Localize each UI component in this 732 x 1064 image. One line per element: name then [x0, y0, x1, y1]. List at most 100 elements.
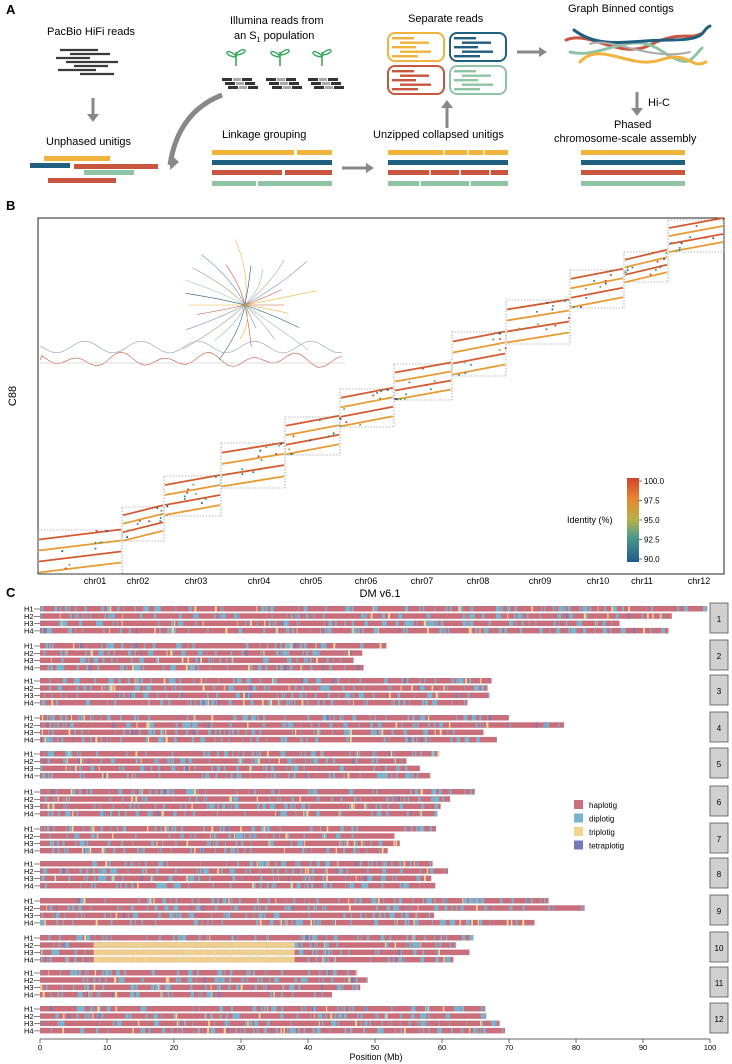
tig-segment [310, 826, 313, 832]
tig-segment [146, 935, 148, 941]
tig-segment [356, 751, 358, 757]
tig-segment [116, 657, 118, 664]
tig-segment [166, 789, 171, 795]
tig-segment [145, 1006, 147, 1012]
tig-segment [48, 970, 50, 976]
tig-segment [485, 905, 488, 911]
tig-segment [72, 919, 74, 926]
tig-segment [554, 606, 556, 612]
tig-segment [385, 715, 387, 721]
tig-segment [394, 898, 396, 904]
tig-segment [596, 620, 599, 627]
x-axis-tick-label: 40 [304, 1043, 312, 1052]
tig-segment [94, 678, 97, 684]
tig-segment [44, 796, 46, 802]
tig-segment [558, 613, 562, 619]
tig-segment [67, 956, 69, 963]
tig-segment [133, 715, 136, 721]
tig-segment [116, 882, 118, 889]
alignment-dot [504, 347, 507, 350]
tig-segment [327, 970, 329, 976]
tig-segment [307, 772, 309, 779]
tig-segment [243, 1027, 246, 1034]
tig-segment [169, 678, 172, 684]
tig-segment [458, 606, 461, 612]
tig-segment [319, 919, 321, 926]
illumina-sub: 1 [257, 37, 261, 44]
tig-segment [627, 613, 630, 619]
tig-segment [261, 826, 264, 832]
tig-segment [466, 613, 468, 619]
tig-segment [42, 919, 46, 926]
tig-segment [211, 1027, 216, 1034]
alignment-line [394, 370, 452, 383]
tig-segment [298, 949, 303, 956]
tig-segment [379, 722, 381, 728]
tig-segment [161, 729, 162, 736]
tig-segment [97, 833, 99, 839]
tig-segment [353, 803, 355, 810]
tig-segment [232, 875, 235, 882]
tig-segment [300, 722, 301, 728]
tig-segment [429, 826, 432, 832]
tig-segment [250, 736, 252, 743]
tig-segment [128, 627, 131, 634]
tig-segment [120, 664, 124, 671]
alignment-dot [517, 327, 520, 330]
tig-segment [338, 868, 343, 874]
tig-segment [103, 935, 105, 941]
alignment-dot [64, 567, 67, 570]
read-segment [289, 82, 299, 85]
tig-segment [411, 1006, 416, 1012]
chromosome-label-chr07: chr07 [411, 576, 434, 586]
tig-segment [173, 810, 177, 817]
tig-segment [565, 613, 568, 619]
chromosome-number: 4 [717, 724, 722, 733]
tig-segment [372, 692, 375, 699]
tig-segment [256, 751, 258, 757]
haplotype-label: H1 [24, 605, 34, 614]
tig-segment [279, 919, 281, 926]
tig-segment [355, 758, 358, 764]
tig-segment [202, 868, 205, 874]
tig-segment [303, 847, 305, 854]
tig-segment [131, 796, 133, 802]
tig-segment [456, 678, 459, 684]
tig-segment [233, 833, 235, 839]
tig-segment [266, 826, 271, 832]
tig-segment [480, 898, 485, 904]
tig-segment [316, 919, 317, 926]
alignment-dot [265, 446, 268, 449]
tig-segment [267, 882, 269, 889]
tig-segment [209, 664, 211, 671]
tig-segment [417, 1020, 419, 1027]
tig-segment [378, 729, 381, 736]
tig-segment [411, 736, 414, 743]
tig-segment [395, 840, 398, 847]
tig-segment [133, 984, 135, 991]
chromosome-number: 7 [717, 835, 722, 844]
tig-segment [323, 942, 330, 948]
tig-segment [85, 613, 87, 619]
tig-segment [280, 736, 283, 743]
tig-segment [412, 898, 414, 904]
tig-segment [372, 751, 375, 757]
tig-segment [82, 613, 84, 619]
tig-segment [295, 613, 297, 619]
tig-segment [170, 912, 172, 919]
tig-segment [65, 765, 67, 772]
alignment-line [394, 388, 452, 401]
tig-segment [194, 643, 196, 649]
tig-segment [365, 620, 368, 627]
tig-segment [418, 715, 420, 721]
tig-segment [427, 1013, 430, 1019]
tig-segment [339, 715, 342, 721]
tig-segment [60, 692, 62, 699]
tig-segment [376, 1013, 379, 1019]
tig-segment [402, 882, 408, 889]
tig-segment [438, 692, 440, 699]
tig-segment [224, 847, 227, 854]
tig-segment [100, 758, 102, 764]
tig-segment [370, 956, 371, 963]
